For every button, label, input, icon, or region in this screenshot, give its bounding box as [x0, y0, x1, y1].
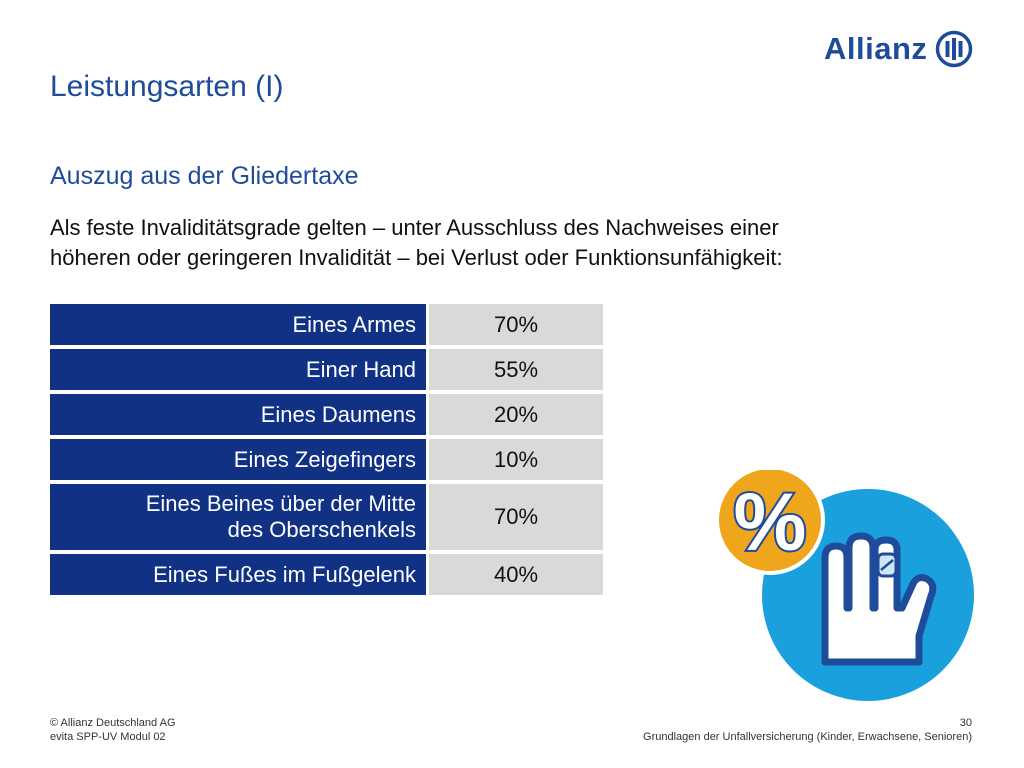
- bandage-icon: [876, 552, 898, 578]
- footer-course: Grundlagen der Unfallversicherung (Kinde…: [643, 731, 972, 743]
- table-row: Einer Hand 55%: [50, 349, 603, 390]
- row-value: 55%: [429, 349, 603, 390]
- row-label-line-1: Eines Beines über der Mitte: [145, 491, 416, 516]
- table-row: Eines Armes 70%: [50, 304, 603, 345]
- row-label-line-2: des Oberschenkels: [227, 517, 416, 542]
- injured-hand-illustration: %: [715, 470, 974, 701]
- intro-paragraph: Als feste Invaliditätsgrade gelten – unt…: [50, 213, 930, 273]
- row-value: 70%: [429, 304, 603, 345]
- percent-symbol: %: [734, 477, 807, 568]
- section-subtitle: Auszug aus der Gliedertaxe: [50, 162, 359, 190]
- percent-badge: [715, 470, 825, 575]
- allianz-logo: Allianz: [824, 29, 973, 69]
- row-label: Einer Hand: [50, 349, 426, 390]
- page-number: 30: [959, 717, 972, 729]
- gliedertaxe-table: Eines Armes 70% Einer Hand 55% Eines Dau…: [47, 300, 606, 599]
- row-value: 70%: [429, 484, 603, 550]
- row-value: 20%: [429, 394, 603, 435]
- row-label: Eines Daumens: [50, 394, 426, 435]
- footer-module: evita SPP-UV Modul 02: [50, 731, 166, 743]
- row-value: 10%: [429, 439, 603, 480]
- hand-icon: [821, 532, 937, 666]
- table-row: Eines Zeigefingers 10%: [50, 439, 603, 480]
- intro-line-1: Als feste Invaliditätsgrade gelten – unt…: [50, 215, 779, 240]
- row-label: Eines Armes: [50, 304, 426, 345]
- footer-right: 30 Grundlagen der Unfallversicherung (Ki…: [643, 716, 972, 744]
- row-value: 40%: [429, 554, 603, 595]
- intro-line-2: höheren oder geringeren Invalidität – be…: [50, 245, 783, 270]
- row-label: Eines Zeigefingers: [50, 439, 426, 480]
- logo-wordmark: Allianz: [824, 31, 928, 66]
- allianz-eagle-icon: [936, 30, 973, 68]
- row-label: Eines Beines über der Mitte des Obersche…: [50, 484, 426, 550]
- table-row: Eines Beines über der Mitte des Obersche…: [50, 484, 603, 550]
- table-row: Eines Daumens 20%: [50, 394, 603, 435]
- footer-left: © Allianz Deutschland AG evita SPP-UV Mo…: [50, 716, 176, 744]
- footer-copyright: © Allianz Deutschland AG: [50, 717, 176, 729]
- row-label: Eines Fußes im Fußgelenk: [50, 554, 426, 595]
- table-row: Eines Fußes im Fußgelenk 40%: [50, 554, 603, 595]
- page-title: Leistungsarten (I): [50, 70, 284, 103]
